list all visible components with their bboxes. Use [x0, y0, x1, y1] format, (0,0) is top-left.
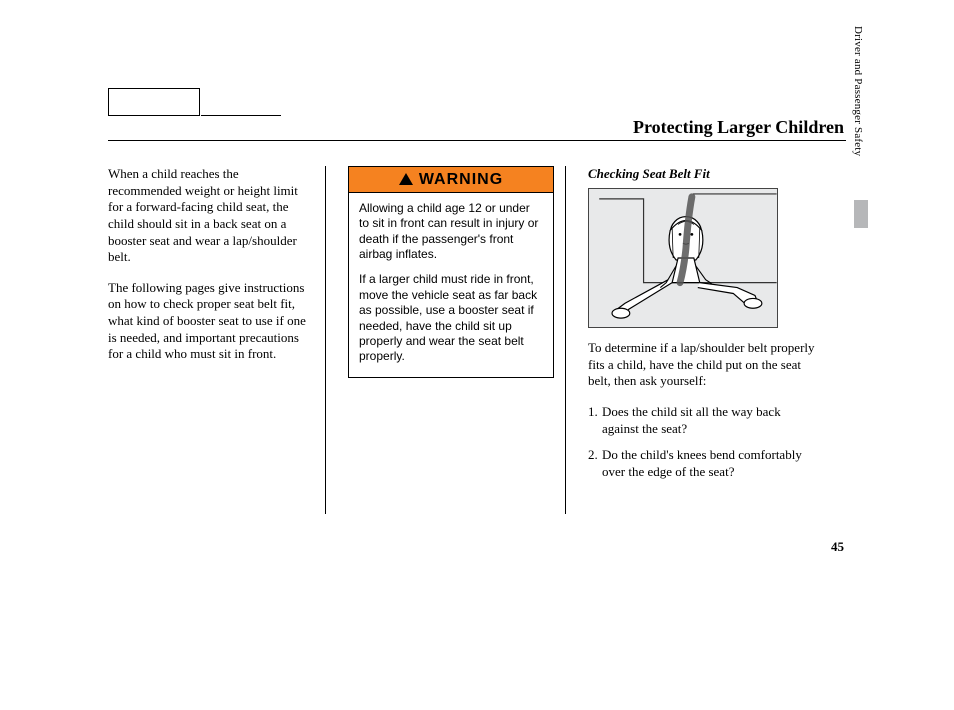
list-item: 1. Does the child sit all the way back a…: [588, 404, 816, 437]
question-list: 1. Does the child sit all the way back a…: [588, 404, 816, 481]
warning-triangle-icon: [399, 173, 413, 185]
manual-page: Protecting Larger Children When a child …: [0, 0, 954, 710]
subheading: Checking Seat Belt Fit: [588, 166, 816, 182]
header-tab-box: [108, 88, 200, 116]
question-1: Does the child sit all the way back agai…: [602, 404, 816, 437]
side-thumb-tab: [854, 200, 868, 228]
seatbelt-fit-illustration: [588, 188, 778, 328]
page-title: Protecting Larger Children: [633, 117, 844, 138]
warning-paragraph-2: If a larger child must ride in front, mo…: [359, 272, 543, 364]
seatbelt-intro: To determine if a lap/shoulder belt prop…: [588, 340, 816, 390]
column-3: Checking Seat Belt Fit: [588, 166, 816, 514]
warning-body: Allowing a child age 12 or under to sit …: [349, 193, 553, 377]
page-number: 45: [831, 539, 844, 555]
child-seatbelt-icon: [589, 189, 777, 327]
content-columns: When a child reaches the recommended wei…: [108, 166, 846, 514]
column-1: When a child reaches the recommended wei…: [108, 166, 326, 514]
side-section-label: Driver and Passenger Safety: [852, 26, 864, 196]
list-number-1: 1.: [588, 404, 602, 437]
title-rule: [108, 140, 846, 141]
list-item: 2. Do the child's knees bend comfortably…: [588, 447, 816, 480]
column-2: WARNING Allowing a child age 12 or under…: [348, 166, 566, 514]
warning-box: WARNING Allowing a child age 12 or under…: [348, 166, 554, 378]
question-2: Do the child's knees bend comfortably ov…: [602, 447, 816, 480]
warning-paragraph-1: Allowing a child age 12 or under to sit …: [359, 201, 543, 262]
header-tab-underline: [201, 115, 281, 116]
warning-header: WARNING: [349, 167, 553, 193]
warning-label: WARNING: [419, 171, 503, 189]
intro-paragraph-2: The following pages give instructions on…: [108, 280, 307, 363]
list-number-2: 2.: [588, 447, 602, 480]
intro-paragraph-1: When a child reaches the recommended wei…: [108, 166, 307, 266]
